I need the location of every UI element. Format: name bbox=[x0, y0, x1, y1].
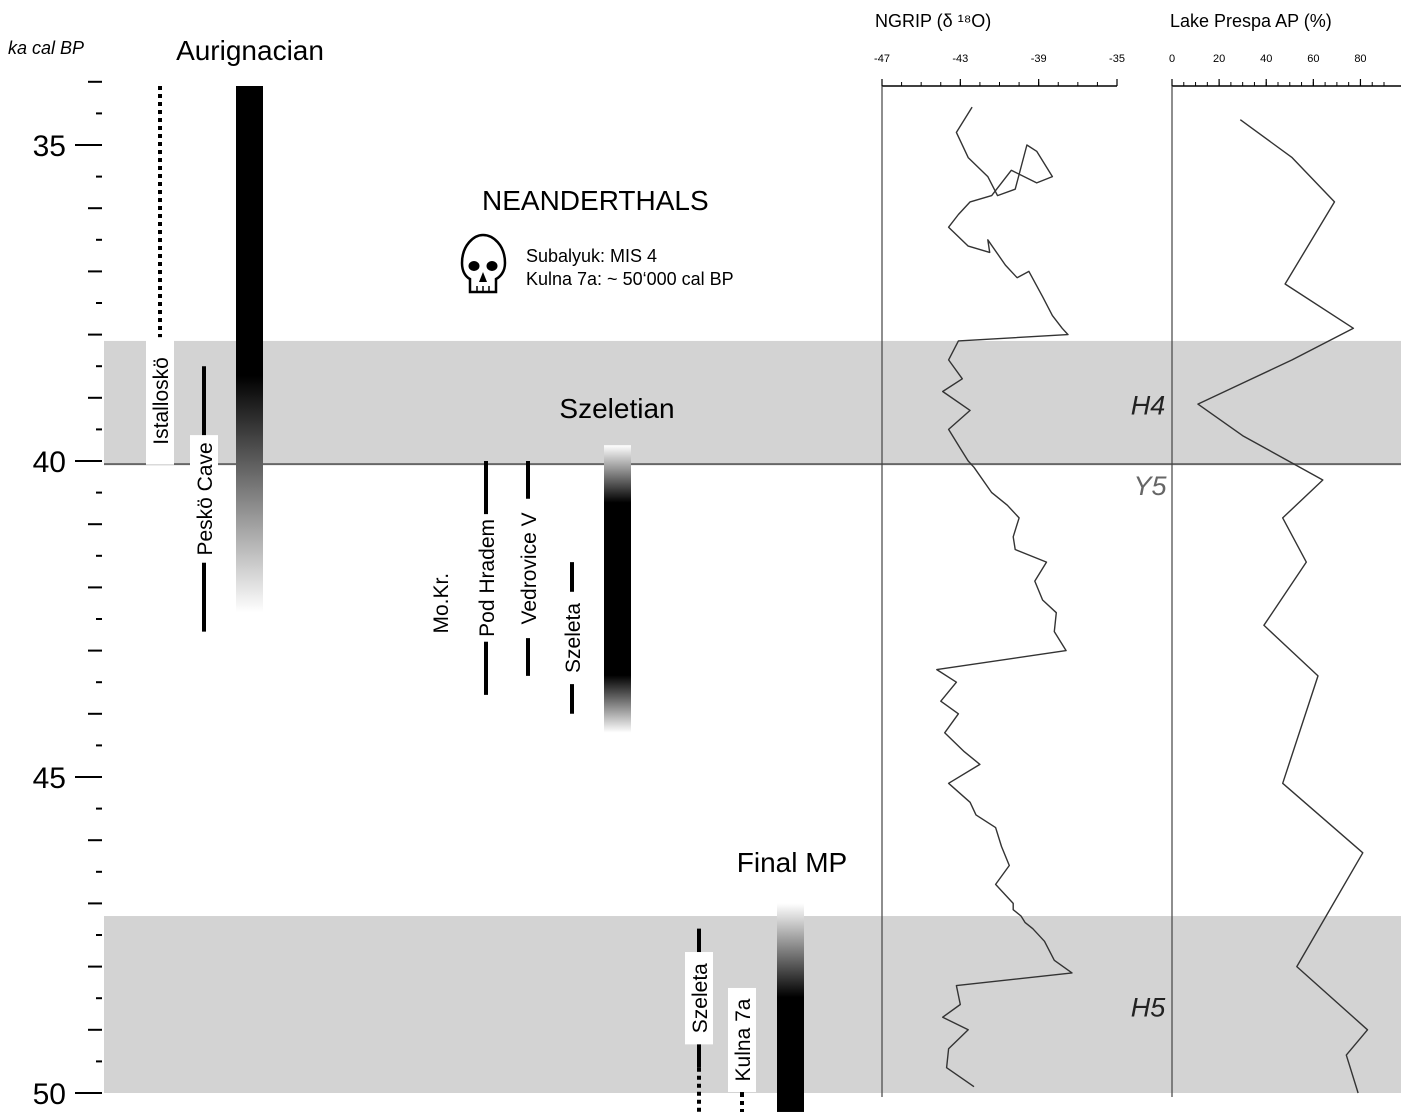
panel-tick-label: 80 bbox=[1354, 53, 1366, 65]
y-tick-label: 35 bbox=[33, 130, 66, 163]
climate-panels: NGRIP (δ ¹⁸O) -47 -43 -39 -35 Lake Prespa AP … bbox=[874, 11, 1401, 1097]
series-line bbox=[936, 106, 1073, 1088]
y-tick-label: 50 bbox=[33, 1078, 66, 1111]
site-label-group: Kulna 7a bbox=[728, 987, 756, 1093]
culture-bar bbox=[604, 445, 631, 733]
panel-tick-label: -47 bbox=[874, 53, 890, 65]
site-label: Pod Hradem bbox=[476, 519, 499, 637]
site-range: Szeleta bbox=[685, 928, 713, 1112]
site-label: Szeleta bbox=[562, 603, 585, 673]
site-range: Istalloskö bbox=[146, 86, 174, 465]
culture-bar bbox=[236, 86, 263, 613]
panel-title: NGRIP (δ ¹⁸O) bbox=[875, 11, 991, 31]
site-range: Vedrovice V bbox=[514, 461, 542, 676]
site-label: Istalloskö bbox=[150, 357, 173, 445]
shaded-events bbox=[104, 340, 1401, 1093]
panel: NGRIP (δ ¹⁸O) -47 -43 -39 -35 bbox=[874, 11, 1125, 1097]
site-label-bg bbox=[685, 952, 713, 1045]
y-axis-label: ka cal BP bbox=[8, 38, 84, 58]
site-label-bg bbox=[426, 562, 454, 644]
event-label: H4 bbox=[1131, 391, 1166, 421]
panel-tick-label: 20 bbox=[1213, 53, 1225, 65]
event-band-h4 bbox=[104, 340, 1401, 465]
site-label-group: Istalloskö bbox=[146, 337, 174, 465]
site-label-group: Peskö Cave bbox=[190, 435, 218, 563]
site-label-bg bbox=[514, 498, 542, 639]
site-label-group: Szeleta bbox=[558, 591, 586, 685]
site-label-bg bbox=[472, 514, 500, 642]
panel-tick-label: 60 bbox=[1307, 53, 1319, 65]
culture-label: Aurignacian bbox=[176, 35, 324, 66]
site-label-group: Szeleta bbox=[685, 952, 713, 1045]
sites: Istalloskö Peskö Cave Mo.Kr. Pod Hradem Vedr… bbox=[146, 86, 756, 1112]
panel-tick-label: -43 bbox=[952, 53, 968, 65]
site-range: Kulna 7a bbox=[728, 987, 756, 1112]
site-label-bg bbox=[146, 337, 174, 465]
culture-label: Final MP bbox=[737, 847, 847, 878]
site-label-group: Vedrovice V bbox=[514, 498, 542, 639]
marker-label: Y5 bbox=[1133, 471, 1167, 501]
site-range: Pod Hradem bbox=[472, 461, 500, 695]
neanderthal-site-kulna: Kulna 7a: ~ 50‘000 cal BP bbox=[526, 269, 734, 289]
site-label-bg bbox=[728, 987, 756, 1093]
y-axis: 35 40 45 50 bbox=[33, 80, 102, 1111]
site-label-bg bbox=[558, 591, 586, 685]
site-range: Peskö Cave bbox=[190, 366, 218, 632]
culture-bar bbox=[777, 903, 804, 1112]
site-label: Mo.Kr. bbox=[430, 573, 453, 634]
site-range: Mo.Kr. bbox=[426, 562, 454, 644]
panel-title: Lake Prespa AP (%) bbox=[1170, 11, 1332, 31]
site-label: Peskö Cave bbox=[194, 442, 217, 555]
neanderthals-note: NEANDERTHALS Subalyuk: MIS 4 Kulna 7a: ~… bbox=[460, 185, 734, 294]
y-tick-label: 40 bbox=[33, 446, 66, 479]
neanderthal-site-subalyuk: Subalyuk: MIS 4 bbox=[526, 246, 657, 266]
site-label: Vedrovice V bbox=[518, 512, 541, 624]
site-label: Szeleta bbox=[689, 963, 712, 1033]
skull-icon bbox=[460, 233, 507, 294]
panel-tick-label: -35 bbox=[1109, 53, 1125, 65]
site-label: Kulna 7a bbox=[732, 998, 755, 1081]
culture-label: Szeletian bbox=[559, 393, 674, 424]
cultures: Aurignacian Szeletian Final MP bbox=[176, 35, 847, 1112]
panel-tick-label: -39 bbox=[1031, 53, 1047, 65]
series-line bbox=[1197, 119, 1369, 1094]
site-label-bg bbox=[190, 435, 218, 563]
y-tick-label: 45 bbox=[33, 762, 66, 795]
site-label-group: Mo.Kr. bbox=[426, 562, 454, 644]
neanderthals-title: NEANDERTHALS bbox=[482, 185, 709, 216]
event-label: H5 bbox=[1131, 993, 1166, 1023]
panel-tick-label: 0 bbox=[1169, 53, 1175, 65]
panel: Lake Prespa AP (%) 0 20 40 60 80 bbox=[1169, 11, 1401, 1097]
event-labels: H4 H5 Y5 bbox=[1131, 391, 1168, 1023]
site-label-group: Pod Hradem bbox=[472, 514, 500, 642]
panel-tick-label: 40 bbox=[1260, 53, 1272, 65]
site-range: Szeleta bbox=[558, 562, 586, 714]
